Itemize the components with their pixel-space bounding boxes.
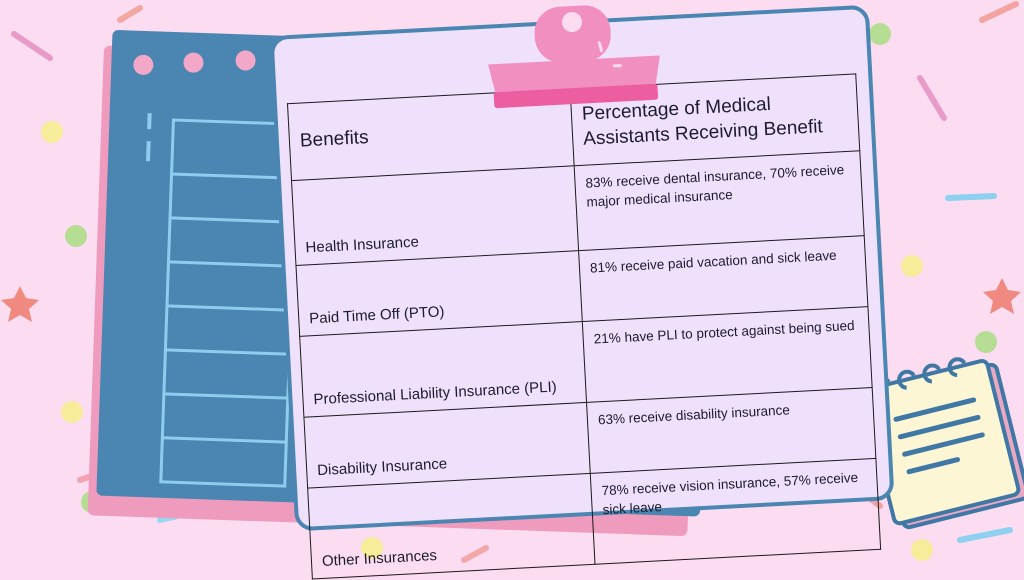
benefit-percentage: 83% receive dental insurance, 70% receiv… [574, 151, 864, 251]
benefit-percentage: 21% have PLI to protect against being su… [582, 307, 872, 403]
benefit-name: Health Insurance [292, 166, 579, 266]
benefit-name: Other Insurances [308, 473, 595, 579]
benefit-percentage: 78% receive vision insurance, 57% receiv… [590, 458, 880, 564]
clipboard-clip-icon [474, 0, 674, 112]
benefits-table-container: Benefits Percentage of Medical Assistant… [287, 73, 881, 579]
benefits-table: Benefits Percentage of Medical Assistant… [287, 73, 881, 579]
benefit-name: Professional Liability Insurance (PLI) [300, 322, 587, 418]
